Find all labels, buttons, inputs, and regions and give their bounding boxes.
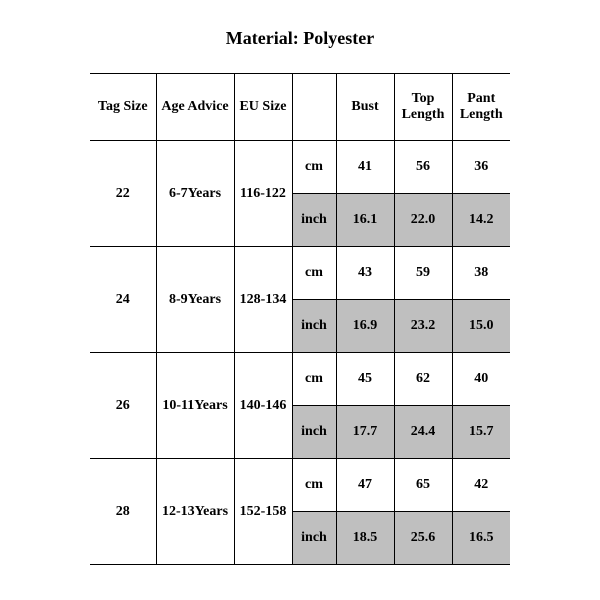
cell-pant: 40 bbox=[452, 353, 510, 406]
cell-pant: 16.5 bbox=[452, 512, 510, 565]
cell-unit: inch bbox=[292, 512, 336, 565]
cell-age-advice: 12-13Years bbox=[156, 459, 234, 565]
cell-pant: 14.2 bbox=[452, 194, 510, 247]
page-title: Material: Polyester bbox=[0, 0, 600, 73]
cell-bust: 41 bbox=[336, 141, 394, 194]
cell-bust: 16.9 bbox=[336, 300, 394, 353]
col-pant-length-l2: Length bbox=[460, 107, 503, 122]
table-row: 226-7Years116-122cm415636 bbox=[90, 141, 510, 194]
size-chart-body: 226-7Years116-122cm415636inch16.122.014.… bbox=[90, 141, 510, 565]
cell-top: 25.6 bbox=[394, 512, 452, 565]
col-bust: Bust bbox=[336, 74, 394, 141]
cell-age-advice: 8-9Years bbox=[156, 247, 234, 353]
cell-bust: 45 bbox=[336, 353, 394, 406]
cell-top: 23.2 bbox=[394, 300, 452, 353]
cell-unit: cm bbox=[292, 247, 336, 300]
col-top-length-l2: Length bbox=[402, 107, 445, 122]
cell-top: 56 bbox=[394, 141, 452, 194]
cell-unit: inch bbox=[292, 194, 336, 247]
cell-unit: inch bbox=[292, 406, 336, 459]
header-row: Tag Size Age Advice EU Size Bust Top Len… bbox=[90, 74, 510, 141]
cell-pant: 36 bbox=[452, 141, 510, 194]
cell-age-advice: 6-7Years bbox=[156, 141, 234, 247]
col-age-advice: Age Advice bbox=[156, 74, 234, 141]
col-pant-length-l1: Pant bbox=[467, 91, 495, 106]
col-unit bbox=[292, 74, 336, 141]
cell-bust: 16.1 bbox=[336, 194, 394, 247]
cell-eu-size: 116-122 bbox=[234, 141, 292, 247]
cell-bust: 18.5 bbox=[336, 512, 394, 565]
cell-bust: 47 bbox=[336, 459, 394, 512]
cell-top: 62 bbox=[394, 353, 452, 406]
table-row: 248-9Years128-134cm435938 bbox=[90, 247, 510, 300]
cell-unit: cm bbox=[292, 459, 336, 512]
col-top-length-l1: Top bbox=[412, 91, 435, 106]
table-row: 2812-13Years152-158cm476542 bbox=[90, 459, 510, 512]
cell-eu-size: 152-158 bbox=[234, 459, 292, 565]
cell-eu-size: 140-146 bbox=[234, 353, 292, 459]
cell-tag-size: 22 bbox=[90, 141, 156, 247]
col-tag-size: Tag Size bbox=[90, 74, 156, 141]
cell-top: 65 bbox=[394, 459, 452, 512]
cell-pant: 15.0 bbox=[452, 300, 510, 353]
cell-pant: 42 bbox=[452, 459, 510, 512]
cell-tag-size: 24 bbox=[90, 247, 156, 353]
cell-top: 59 bbox=[394, 247, 452, 300]
cell-top: 24.4 bbox=[394, 406, 452, 459]
cell-bust: 43 bbox=[336, 247, 394, 300]
cell-pant: 38 bbox=[452, 247, 510, 300]
cell-eu-size: 128-134 bbox=[234, 247, 292, 353]
cell-top: 22.0 bbox=[394, 194, 452, 247]
cell-bust: 17.7 bbox=[336, 406, 394, 459]
cell-unit: cm bbox=[292, 141, 336, 194]
cell-tag-size: 26 bbox=[90, 353, 156, 459]
cell-unit: inch bbox=[292, 300, 336, 353]
col-pant-length: Pant Length bbox=[452, 74, 510, 141]
col-top-length: Top Length bbox=[394, 74, 452, 141]
cell-age-advice: 10-11Years bbox=[156, 353, 234, 459]
cell-tag-size: 28 bbox=[90, 459, 156, 565]
size-chart-table: Tag Size Age Advice EU Size Bust Top Len… bbox=[90, 73, 510, 565]
table-row: 2610-11Years140-146cm456240 bbox=[90, 353, 510, 406]
cell-unit: cm bbox=[292, 353, 336, 406]
col-eu-size: EU Size bbox=[234, 74, 292, 141]
cell-pant: 15.7 bbox=[452, 406, 510, 459]
